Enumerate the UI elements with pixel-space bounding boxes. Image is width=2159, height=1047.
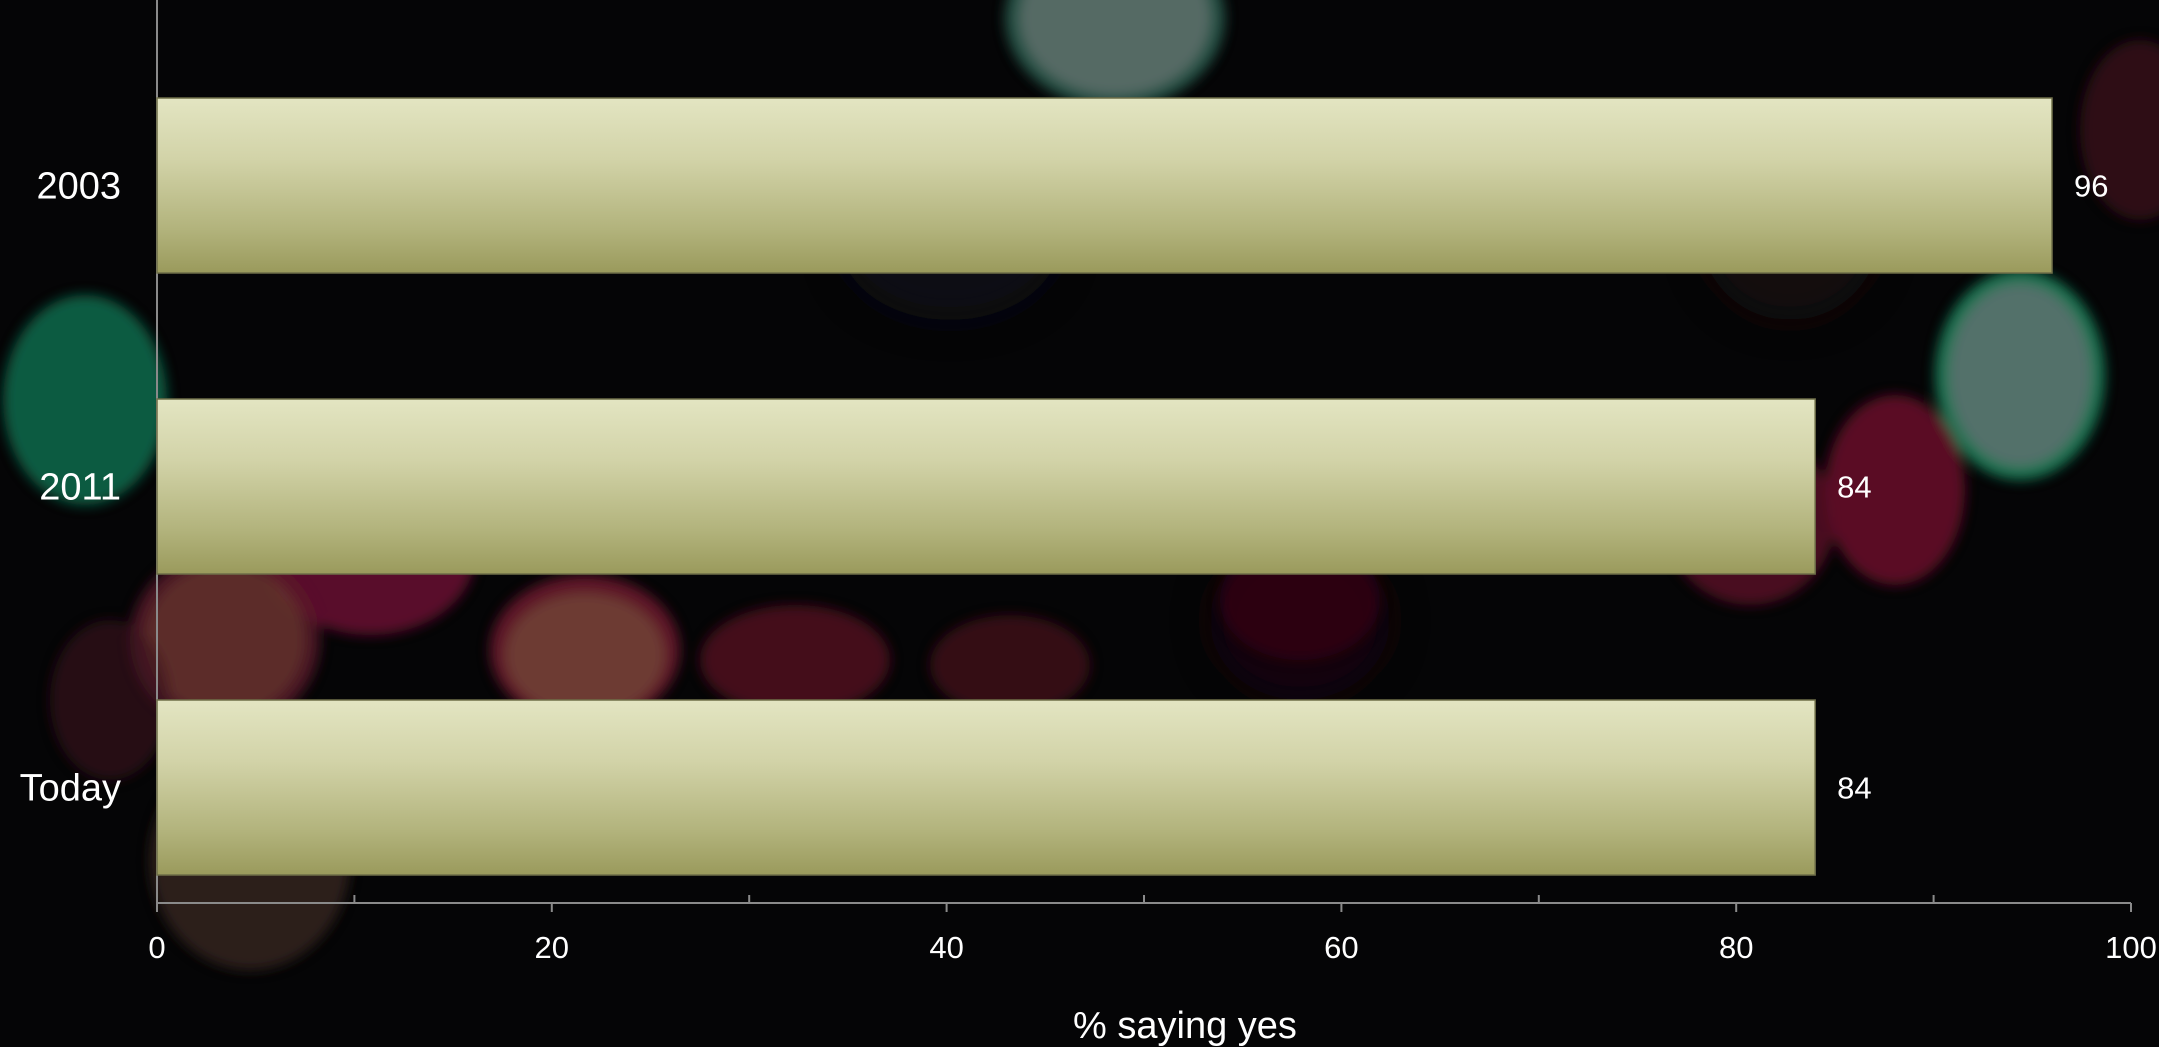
bar-value-label: 96 bbox=[2074, 169, 2108, 204]
x-tick-label: 0 bbox=[148, 930, 165, 965]
category-label: 2011 bbox=[39, 467, 121, 509]
x-tick-label: 40 bbox=[929, 930, 963, 965]
x-tick-label: 80 bbox=[1719, 930, 1753, 965]
category-label: Today bbox=[20, 768, 121, 810]
bar bbox=[156, 699, 1816, 876]
x-tick-label: 60 bbox=[1324, 930, 1358, 965]
bar bbox=[156, 398, 1816, 575]
x-tick-label: 20 bbox=[535, 930, 569, 965]
bar bbox=[156, 97, 2053, 274]
category-label: 2003 bbox=[36, 166, 121, 208]
x-axis-title: % saying yes bbox=[1073, 1005, 1297, 1047]
bar-value-label: 84 bbox=[1837, 771, 1871, 806]
bar-value-label: 84 bbox=[1837, 470, 1871, 505]
x-tick-label: 100 bbox=[2105, 930, 2157, 965]
